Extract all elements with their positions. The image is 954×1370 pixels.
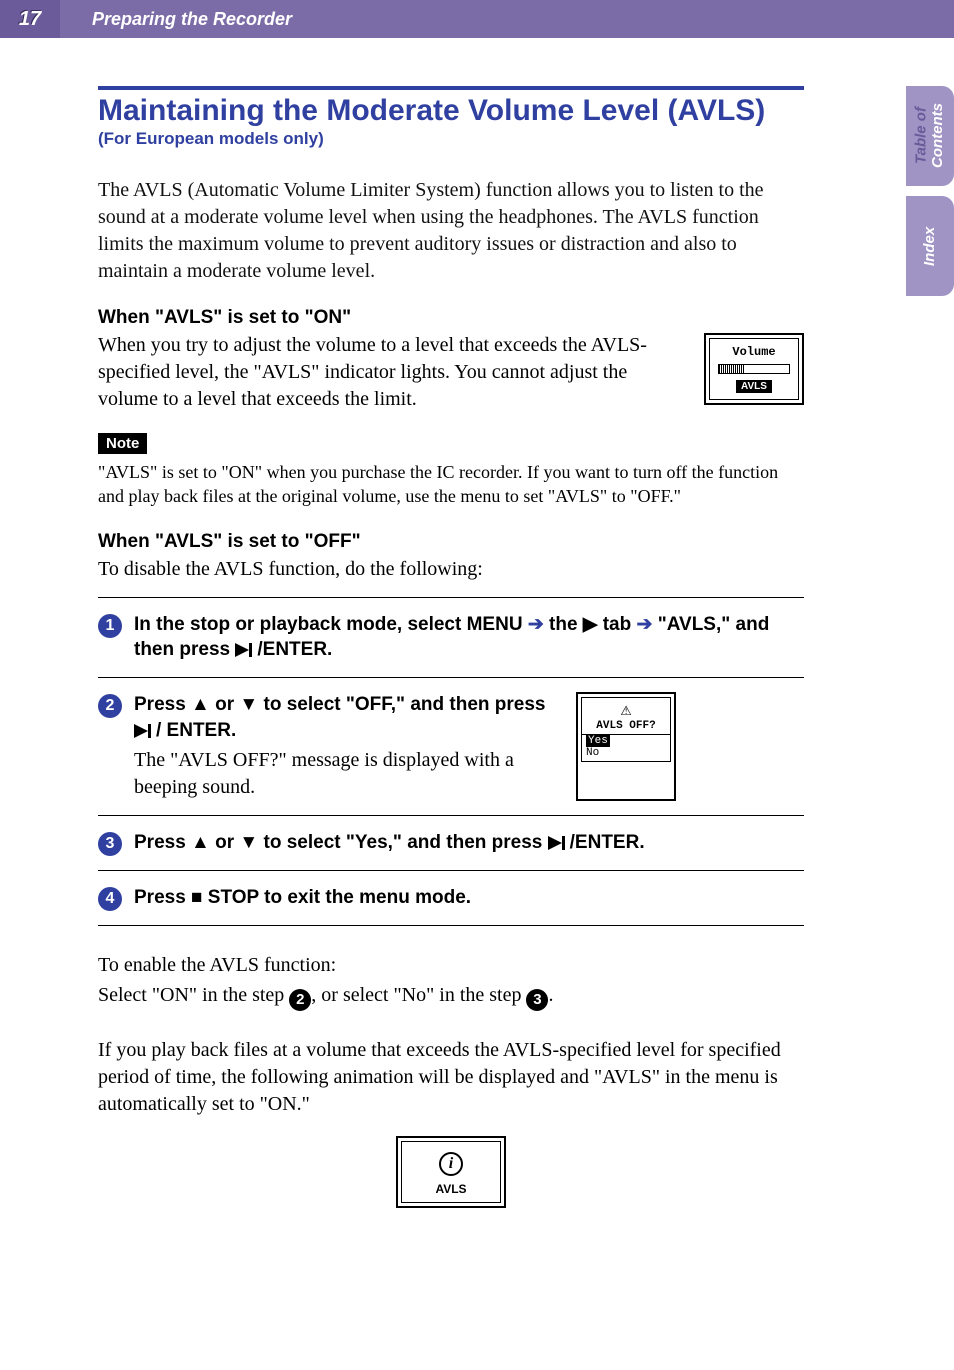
- auto-on-paragraph: If you play back files at a volume that …: [98, 1037, 804, 1118]
- play-icon: [134, 724, 156, 738]
- inline-step-2-icon: 2: [289, 989, 311, 1011]
- side-tabs: Table ofContents Index: [906, 86, 954, 296]
- page-subtitle: (For European models only): [98, 129, 804, 149]
- header-bar: 17 Preparing the Recorder: [0, 0, 954, 38]
- step-number-2: 2: [98, 694, 122, 718]
- page-title: Maintaining the Moderate Volume Level (A…: [98, 94, 804, 127]
- arrow-icon: ➔: [528, 614, 544, 635]
- step-2: 2 Press ▲ or ▼ to select "OFF," and then…: [98, 677, 804, 815]
- play-icon: [548, 836, 570, 850]
- enable-head: To enable the AVLS function:: [98, 952, 804, 979]
- off-heading: When "AVLS" is set to "OFF": [98, 531, 804, 553]
- stop-icon: ■: [191, 887, 202, 908]
- down-icon: ▼: [239, 694, 258, 715]
- step-3-head: Press ▲ or ▼ to select "Yes," and then p…: [134, 830, 804, 856]
- warning-icon: ⚠: [582, 702, 670, 720]
- step-1: 1 In the stop or playback mode, select M…: [98, 597, 804, 677]
- avls-badge: AVLS: [736, 380, 772, 393]
- arrow-icon: ➔: [637, 614, 653, 635]
- tab-index[interactable]: Index: [906, 196, 954, 296]
- step-4-head: Press ■ STOP to exit the menu mode.: [134, 885, 804, 911]
- on-heading: When "AVLS" is set to "ON": [98, 307, 804, 329]
- lcd-info-figure: i AVLS: [396, 1136, 506, 1208]
- lcd-confirm-figure: ⚠ AVLS OFF? Yes No: [576, 692, 676, 801]
- down-icon: ▼: [239, 832, 258, 853]
- lcd-no: No: [586, 747, 599, 759]
- up-icon: ▲: [191, 832, 210, 853]
- page-content: Maintaining the Moderate Volume Level (A…: [0, 38, 954, 1208]
- play-tab-icon: ▶: [583, 614, 598, 635]
- breadcrumb: Preparing the Recorder: [60, 9, 292, 30]
- step-1-head: In the stop or playback mode, select MEN…: [134, 612, 804, 663]
- step-number-4: 4: [98, 887, 122, 911]
- volume-bar: [718, 364, 790, 374]
- lcd-volume-figure: Volume AVLS: [704, 333, 804, 405]
- step-4: 4 Press ■ STOP to exit the menu mode.: [98, 870, 804, 926]
- step-number-1: 1: [98, 614, 122, 638]
- play-icon: [235, 643, 257, 657]
- steps-list: 1 In the stop or playback mode, select M…: [98, 597, 804, 927]
- step-3: 3 Press ▲ or ▼ to select "Yes," and then…: [98, 815, 804, 870]
- toc-line1: Table of: [913, 108, 930, 165]
- up-icon: ▲: [191, 694, 210, 715]
- step-2-desc: The "AVLS OFF?" message is displayed wit…: [134, 747, 564, 801]
- lcd-yes: Yes: [586, 735, 610, 747]
- step-2-head: Press ▲ or ▼ to select "OFF," and then p…: [134, 692, 564, 743]
- tab-toc[interactable]: Table ofContents: [906, 86, 954, 186]
- on-paragraph: When you try to adjust the volume to a l…: [98, 332, 658, 413]
- page-number: 17: [0, 0, 60, 38]
- toc-line2: Contents: [929, 104, 946, 169]
- lcd-volume-label: Volume: [718, 345, 790, 359]
- lcd-info-badge: AVLS: [410, 1182, 492, 1196]
- lcd-confirm-line: AVLS OFF?: [582, 720, 670, 732]
- note-text: "AVLS" is set to "ON" when you purchase …: [98, 460, 804, 509]
- title-rule: [98, 86, 804, 90]
- intro-paragraph: The AVLS (Automatic Volume Limiter Syste…: [98, 177, 804, 285]
- step-number-3: 3: [98, 832, 122, 856]
- inline-step-3-icon: 3: [526, 989, 548, 1011]
- info-icon: i: [439, 1152, 463, 1176]
- enable-line: Select "ON" in the step 2, or select "No…: [98, 982, 804, 1011]
- note-label: Note: [98, 433, 147, 454]
- off-paragraph: To disable the AVLS function, do the fol…: [98, 556, 804, 583]
